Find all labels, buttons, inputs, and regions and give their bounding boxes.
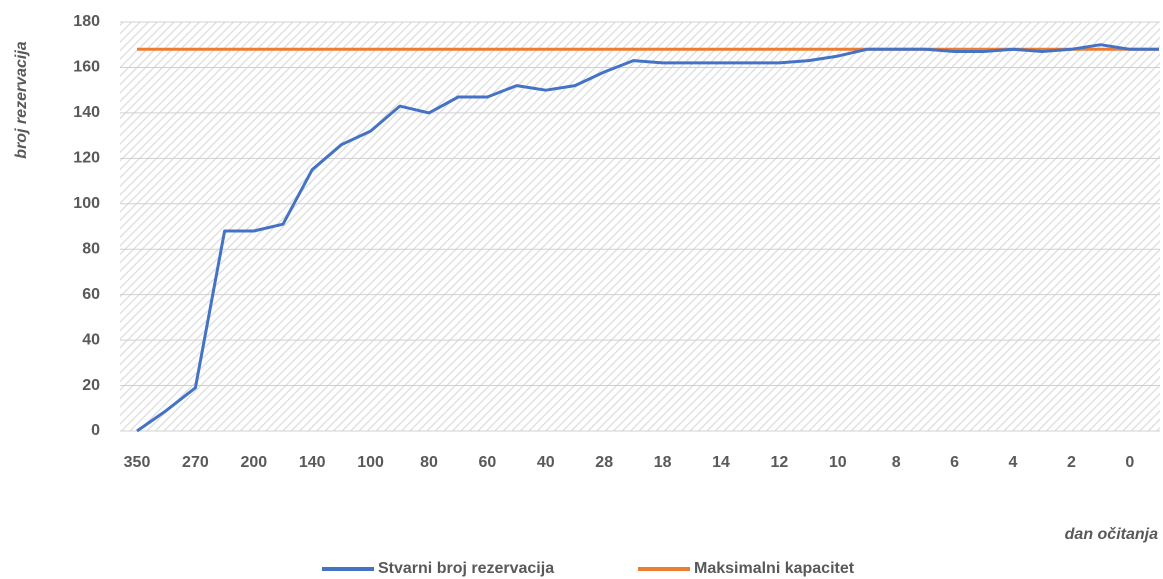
x-tick-label: 200 — [240, 454, 267, 471]
y-tick-label: 160 — [73, 59, 100, 76]
y-tick-label: 100 — [73, 195, 100, 212]
x-tick-label: 12 — [771, 454, 789, 471]
x-tick-label: 270 — [182, 454, 209, 471]
y-tick-label: 0 — [91, 422, 100, 439]
x-tick-label: 6 — [950, 454, 959, 471]
legend-label: Stvarni broj rezervacija — [378, 560, 554, 577]
y-tick-label: 80 — [82, 240, 100, 257]
legend-label: Maksimalni kapacitet — [694, 560, 855, 577]
x-tick-label: 140 — [299, 454, 326, 471]
x-tick-label: 2 — [1067, 454, 1076, 471]
y-tick-label: 20 — [82, 377, 100, 394]
y-tick-label: 120 — [73, 150, 100, 167]
y-tick-label: 60 — [82, 286, 100, 303]
y-tick-label: 140 — [73, 104, 100, 121]
y-tick-label: 180 — [73, 13, 100, 30]
x-tick-label: 40 — [537, 454, 555, 471]
x-tick-label: 28 — [595, 454, 613, 471]
x-tick-label: 0 — [1125, 454, 1134, 471]
x-tick-label: 60 — [479, 454, 497, 471]
x-axis-title: dan očitanja — [1065, 526, 1158, 543]
x-tick-label: 4 — [1009, 454, 1018, 471]
plot-area — [120, 22, 1160, 431]
x-tick-label: 10 — [829, 454, 847, 471]
y-axis-title: broj rezervacija — [13, 41, 30, 159]
x-tick-label: 80 — [420, 454, 438, 471]
x-tick-label: 8 — [892, 454, 901, 471]
x-tick-label: 14 — [712, 454, 730, 471]
y-tick-label: 40 — [82, 331, 100, 348]
x-tick-label: 350 — [124, 454, 151, 471]
x-tick-label: 18 — [654, 454, 672, 471]
series-line — [136, 43, 1159, 433]
x-tick-label: 100 — [357, 454, 384, 471]
